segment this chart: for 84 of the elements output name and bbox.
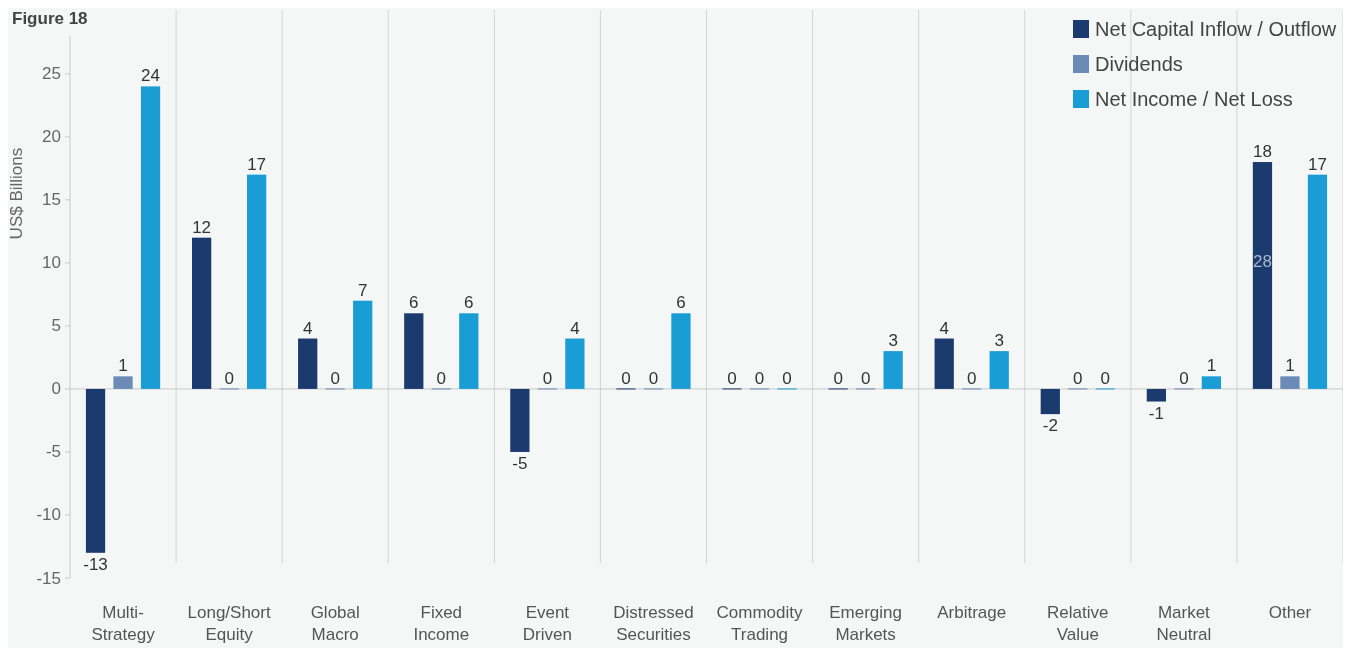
x-tick-label: Commodity Trading bbox=[716, 603, 804, 644]
x-tick-label: Fixed Income bbox=[413, 603, 470, 644]
data-label: 0 bbox=[1179, 368, 1189, 388]
bar bbox=[192, 237, 212, 389]
legend-label: Net Income / Net Loss bbox=[1095, 88, 1293, 110]
y-tick-label: -10 bbox=[36, 505, 61, 525]
bar bbox=[459, 313, 479, 389]
data-label: 0 bbox=[1073, 368, 1083, 388]
data-label: 3 bbox=[888, 331, 898, 351]
y-tick-label: 25 bbox=[42, 64, 61, 84]
bar bbox=[989, 351, 1009, 389]
bar bbox=[883, 351, 903, 389]
chart-title: Figure 18 bbox=[12, 9, 88, 28]
bar bbox=[140, 86, 161, 389]
data-label: 3 bbox=[994, 331, 1004, 351]
data-label: 6 bbox=[464, 293, 474, 313]
legend-label: Dividends bbox=[1095, 53, 1183, 75]
y-tick-label: 10 bbox=[42, 253, 61, 273]
x-tick-label: Multi- Strategy bbox=[91, 603, 156, 644]
bar bbox=[1201, 376, 1221, 389]
bar bbox=[1040, 388, 1060, 415]
bar bbox=[85, 388, 106, 553]
data-label: 1 bbox=[118, 356, 128, 376]
bar bbox=[510, 388, 530, 452]
bar bbox=[247, 174, 267, 389]
data-label: 0 bbox=[754, 368, 765, 388]
data-label: 4 bbox=[939, 318, 949, 338]
bar bbox=[404, 313, 424, 389]
x-tick-label: Long/Short Equity bbox=[187, 603, 271, 644]
bar bbox=[1252, 162, 1273, 389]
y-axis-title: US$ Billions bbox=[7, 147, 26, 240]
bar bbox=[353, 300, 373, 389]
data-label: 7 bbox=[357, 280, 368, 300]
data-label: 4 bbox=[570, 318, 580, 338]
data-label: 0 bbox=[966, 368, 977, 388]
data-label: 17 bbox=[1308, 154, 1327, 174]
bar bbox=[934, 338, 954, 389]
data-label: 0 bbox=[542, 368, 553, 388]
x-tick-label: Global Macro bbox=[310, 603, 360, 644]
legend-label: Net Capital Inflow / Outflow bbox=[1095, 18, 1337, 40]
x-tick-label: Other bbox=[1268, 603, 1312, 622]
x-tick-label: Emerging Markets bbox=[829, 603, 903, 644]
data-label: -5 bbox=[512, 453, 528, 473]
data-label: 0 bbox=[1100, 368, 1111, 388]
data-label: 0 bbox=[860, 368, 871, 388]
data-label: -1 bbox=[1148, 403, 1164, 423]
x-tick-label: Arbitrage bbox=[937, 603, 1007, 622]
x-tick-label: Distressed Securities bbox=[613, 603, 694, 644]
x-tick-label: Relative Value bbox=[1047, 603, 1109, 644]
data-label: -13 bbox=[83, 554, 108, 574]
bar bbox=[113, 376, 133, 389]
bar bbox=[298, 338, 318, 389]
data-label: 6 bbox=[409, 293, 419, 313]
data-label: -2 bbox=[1042, 416, 1058, 436]
data-label: 18 bbox=[1252, 142, 1272, 162]
data-label: 0 bbox=[648, 368, 659, 388]
bar bbox=[1146, 388, 1166, 402]
y-tick-label: 20 bbox=[42, 127, 61, 147]
y-tick-label: 0 bbox=[51, 379, 61, 399]
data-label: 0 bbox=[436, 368, 447, 388]
data-label: 1 bbox=[1285, 356, 1295, 376]
y-tick-label: 15 bbox=[42, 190, 61, 210]
data-label: 0 bbox=[833, 368, 843, 388]
data-label: 17 bbox=[247, 154, 267, 174]
data-label: 0 bbox=[224, 368, 234, 388]
data-label: 4 bbox=[302, 318, 313, 338]
data-label: 0 bbox=[782, 368, 792, 388]
bar bbox=[1307, 174, 1328, 389]
data-label: 6 bbox=[676, 293, 686, 313]
data-label: 0 bbox=[727, 368, 737, 388]
y-tick-label: 5 bbox=[51, 316, 61, 336]
data-label: 24 bbox=[141, 66, 161, 86]
y-tick-label: -15 bbox=[36, 568, 61, 588]
bar bbox=[671, 313, 691, 389]
data-label: 0 bbox=[621, 368, 631, 388]
data-label: 0 bbox=[330, 368, 340, 388]
y-tick-label: -5 bbox=[45, 442, 61, 462]
annotation: 28 bbox=[1252, 252, 1272, 271]
x-tick-label: Market Neutral bbox=[1156, 603, 1212, 644]
x-tick-label: Event Driven bbox=[522, 603, 572, 644]
bar bbox=[565, 338, 585, 389]
data-label: 12 bbox=[192, 217, 212, 237]
bar bbox=[1280, 376, 1300, 389]
data-label: 1 bbox=[1206, 356, 1217, 376]
